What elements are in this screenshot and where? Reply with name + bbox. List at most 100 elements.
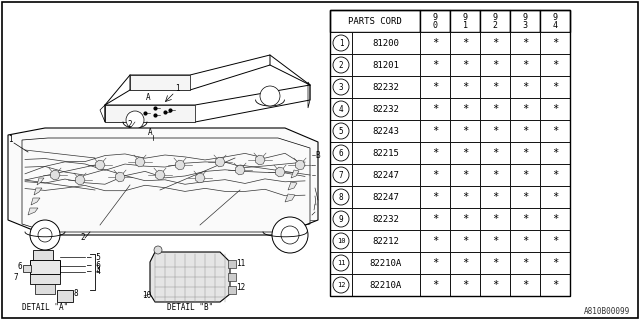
Bar [330, 208, 352, 230]
Bar [480, 98, 510, 120]
Text: 9: 9 [433, 12, 438, 21]
Text: 1: 1 [175, 84, 179, 93]
Bar [480, 32, 510, 54]
Text: B: B [315, 151, 319, 160]
Bar [352, 54, 420, 76]
Text: *: * [462, 82, 468, 92]
Text: 9: 9 [522, 12, 527, 21]
Text: 8: 8 [339, 193, 343, 202]
Bar [420, 274, 450, 296]
Text: 4: 4 [552, 20, 557, 29]
Polygon shape [216, 157, 225, 167]
Polygon shape [275, 167, 285, 177]
Polygon shape [115, 172, 125, 182]
Circle shape [333, 57, 349, 73]
Text: 9: 9 [493, 12, 497, 21]
Circle shape [154, 246, 162, 254]
Text: 11: 11 [337, 260, 345, 266]
Text: *: * [552, 192, 558, 202]
Bar [480, 186, 510, 208]
Bar [480, 252, 510, 274]
Bar [510, 208, 540, 230]
Text: *: * [492, 82, 498, 92]
Circle shape [333, 167, 349, 183]
Text: *: * [552, 38, 558, 48]
Circle shape [30, 220, 60, 250]
Polygon shape [136, 157, 145, 167]
Bar [420, 164, 450, 186]
Bar [330, 252, 352, 274]
Text: 81201: 81201 [372, 60, 399, 69]
Polygon shape [105, 105, 195, 122]
Bar [540, 54, 570, 76]
Circle shape [333, 79, 349, 95]
Bar [330, 274, 352, 296]
Circle shape [126, 111, 144, 129]
Text: *: * [492, 258, 498, 268]
Polygon shape [195, 173, 205, 183]
Bar [480, 120, 510, 142]
Bar [420, 142, 450, 164]
Text: *: * [522, 236, 528, 246]
Circle shape [333, 35, 349, 51]
Bar [420, 186, 450, 208]
Bar [352, 252, 420, 274]
Polygon shape [175, 160, 185, 170]
Text: *: * [462, 148, 468, 158]
Text: *: * [462, 170, 468, 180]
Bar [480, 54, 510, 76]
Bar [540, 274, 570, 296]
Text: *: * [552, 236, 558, 246]
Circle shape [333, 277, 349, 293]
Bar [450, 76, 480, 98]
Text: *: * [432, 214, 438, 224]
Text: 82212: 82212 [372, 236, 399, 245]
Text: 3: 3 [96, 265, 100, 274]
Bar [510, 120, 540, 142]
Bar [480, 230, 510, 252]
Polygon shape [150, 252, 230, 302]
Bar [352, 208, 420, 230]
Bar [330, 10, 420, 32]
Polygon shape [28, 208, 38, 215]
Text: *: * [522, 148, 528, 158]
Circle shape [260, 86, 280, 106]
Text: 11: 11 [236, 259, 245, 268]
Polygon shape [31, 198, 40, 205]
Text: 0: 0 [433, 20, 438, 29]
Bar [330, 54, 352, 76]
Text: 82232: 82232 [372, 214, 399, 223]
Polygon shape [37, 178, 44, 185]
Bar [352, 230, 420, 252]
Text: 82210A: 82210A [370, 281, 402, 290]
Text: 82210A: 82210A [370, 259, 402, 268]
Text: 82232: 82232 [372, 105, 399, 114]
Text: 6: 6 [17, 262, 22, 271]
Text: 7: 7 [13, 273, 18, 282]
Bar [540, 252, 570, 274]
Text: *: * [552, 104, 558, 114]
Bar [352, 142, 420, 164]
Bar [420, 252, 450, 274]
Bar [540, 76, 570, 98]
Text: *: * [492, 170, 498, 180]
Bar [420, 54, 450, 76]
Text: 4: 4 [339, 105, 343, 114]
Bar [540, 32, 570, 54]
Text: *: * [492, 104, 498, 114]
Text: 9: 9 [339, 214, 343, 223]
Text: *: * [432, 280, 438, 290]
Bar [330, 76, 352, 98]
Bar [540, 98, 570, 120]
Bar [352, 274, 420, 296]
Polygon shape [34, 188, 42, 195]
Polygon shape [30, 274, 60, 284]
Text: *: * [552, 126, 558, 136]
Bar [510, 274, 540, 296]
Bar [540, 10, 570, 32]
Polygon shape [296, 160, 305, 170]
Bar [510, 186, 540, 208]
Circle shape [333, 211, 349, 227]
Text: *: * [432, 104, 438, 114]
Text: *: * [432, 126, 438, 136]
